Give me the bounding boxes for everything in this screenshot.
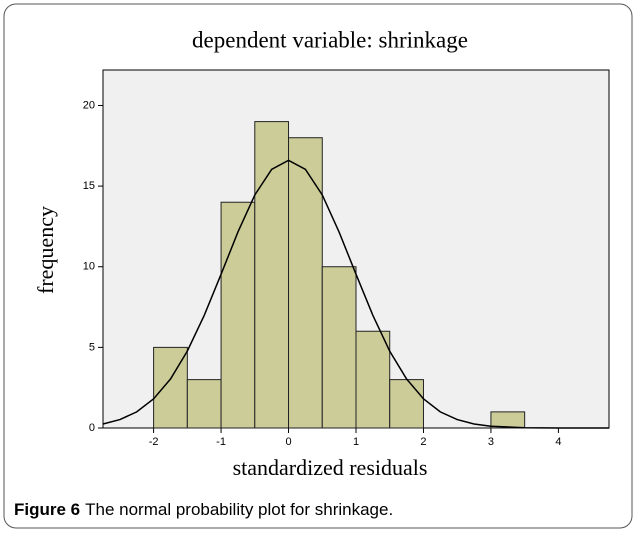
normal-curve (102, 159, 609, 429)
caption-text: The normal probability plot for shrinkag… (85, 500, 393, 519)
caption: Figure 6 The normal probability plot for … (14, 500, 393, 519)
y-tick-label: 20 (83, 99, 95, 111)
x-tick-label: -1 (216, 436, 226, 448)
x-tick-label: 2 (420, 436, 426, 448)
y-tick-label: 10 (83, 261, 95, 273)
chart-title: dependent variable: shrinkage (192, 27, 468, 52)
y-axis-label: frequency (33, 206, 58, 294)
bar (186, 379, 222, 429)
bar (321, 266, 357, 429)
x-tick-label: 0 (285, 436, 291, 448)
x-tick-label: -2 (149, 436, 159, 448)
x-tick-label: 4 (555, 436, 561, 448)
x-axis-label: standardized residuals (233, 455, 428, 480)
bar (254, 121, 290, 429)
x-tick-label: 1 (353, 436, 359, 448)
bar (288, 137, 323, 429)
bar (355, 330, 391, 429)
bar (389, 379, 424, 429)
bar (490, 411, 526, 429)
bar (220, 201, 256, 429)
caption-label: Figure 6 (14, 500, 80, 519)
x-tick-label: 3 (488, 436, 494, 448)
y-tick-label: 0 (89, 422, 95, 434)
y-tick-label: 15 (83, 180, 95, 192)
y-tick-label: 5 (89, 341, 95, 353)
